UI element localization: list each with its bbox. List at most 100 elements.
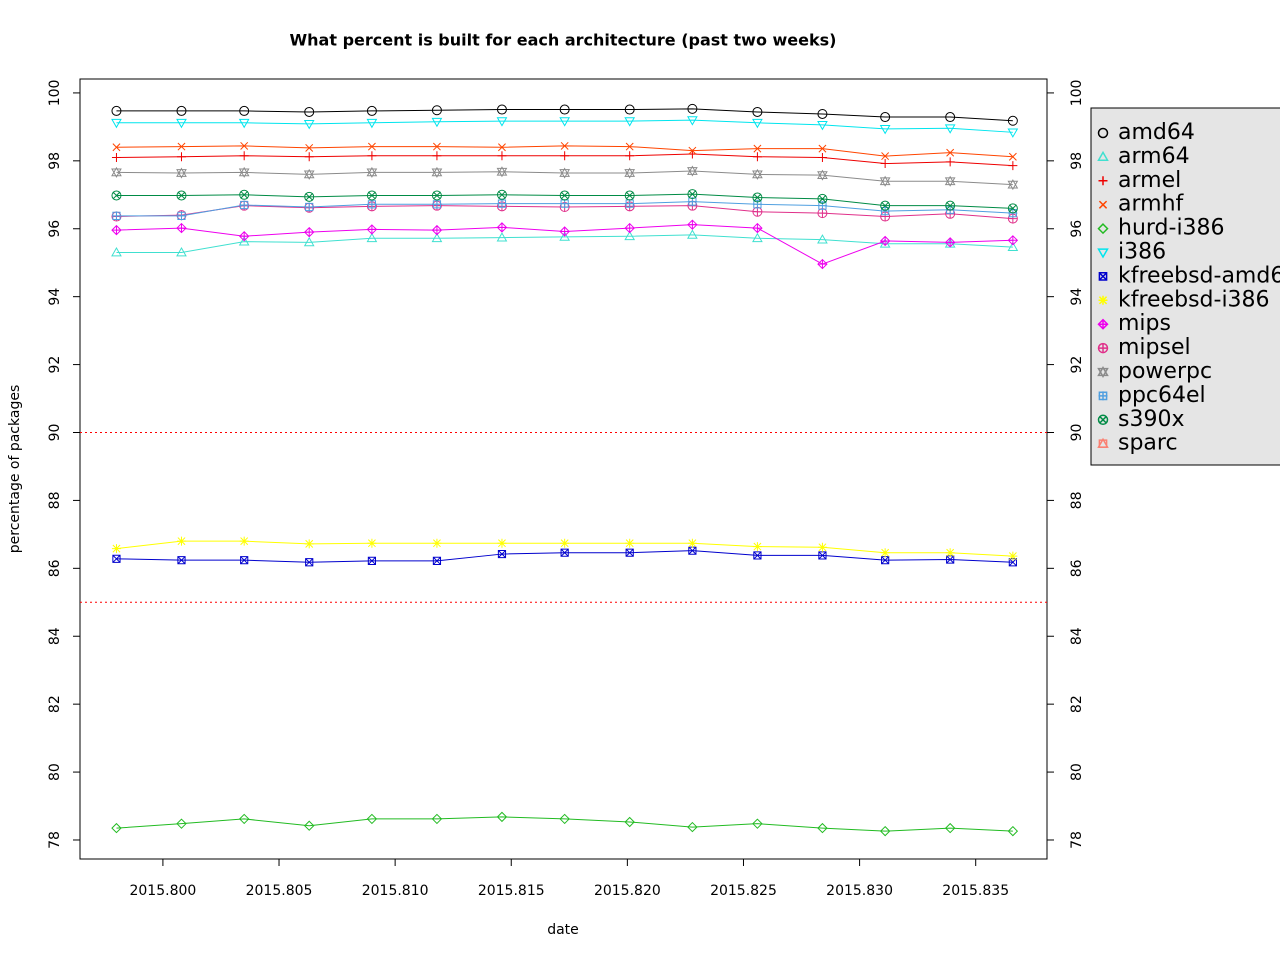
data-point	[431, 117, 443, 128]
legend-label: powerpc	[1118, 359, 1212, 384]
legend-marker	[1098, 391, 1108, 401]
data-point	[753, 144, 762, 153]
data-point	[752, 106, 763, 117]
data-point	[624, 230, 636, 241]
x-tick-label: 2015.835	[942, 883, 1009, 899]
y2-tick-label: 78	[1069, 831, 1085, 849]
data-point	[624, 117, 636, 127]
data-point	[304, 820, 315, 831]
data-point	[817, 152, 827, 162]
series-line	[116, 108, 1013, 122]
data-point	[752, 199, 762, 209]
legend-label: ppc64el	[1118, 383, 1206, 408]
data-point	[880, 159, 890, 169]
y-tick-label: 90	[47, 424, 63, 442]
legend-marker	[1098, 200, 1108, 209]
data-point	[624, 167, 636, 179]
data-point	[817, 234, 828, 244]
data-point	[496, 166, 508, 178]
data-point	[944, 822, 956, 834]
legend-label: mipsel	[1118, 335, 1191, 360]
legend-box	[1090, 107, 1280, 466]
data-point	[753, 551, 762, 560]
legend-marker	[1097, 342, 1109, 354]
data-point	[1008, 161, 1018, 171]
data-point	[497, 538, 507, 548]
data-point	[1007, 241, 1019, 251]
data-point	[879, 825, 891, 837]
data-point	[497, 549, 507, 559]
data-point	[176, 167, 187, 179]
y-tick-label: 96	[47, 220, 63, 238]
data-point	[238, 118, 250, 129]
data-point	[880, 206, 890, 216]
data-point	[752, 152, 762, 162]
x-axis-label: date	[547, 922, 579, 938]
data-point	[238, 236, 250, 246]
data-point	[303, 236, 315, 247]
data-point	[176, 118, 187, 129]
data-point	[431, 105, 442, 116]
y-tick-label: 98	[47, 152, 63, 170]
data-point	[945, 200, 956, 211]
series-line	[116, 119, 1013, 133]
y2-tick-label: 100	[1069, 80, 1085, 107]
data-point	[496, 117, 508, 127]
data-point	[111, 247, 122, 257]
legend-marker	[1097, 248, 1109, 259]
data-point	[687, 219, 698, 230]
data-point	[688, 546, 697, 555]
y2-tick-label: 98	[1069, 152, 1085, 170]
y-tick-label: 78	[47, 831, 63, 849]
legend-label: armhf	[1118, 192, 1185, 217]
data-point	[111, 152, 121, 162]
data-point	[944, 237, 956, 248]
data-point	[304, 539, 314, 549]
legend-marker	[1097, 365, 1109, 379]
data-point	[366, 118, 378, 129]
y-tick-label: 80	[47, 763, 63, 781]
series-line	[116, 170, 1013, 186]
legend-marker	[1097, 414, 1109, 426]
data-point	[176, 818, 187, 829]
data-point	[111, 118, 122, 129]
data-point	[304, 191, 315, 202]
x-tick-label: 2015.810	[362, 883, 429, 899]
data-point	[1007, 115, 1018, 126]
y-tick-label: 86	[47, 559, 63, 577]
data-point	[560, 151, 570, 161]
data-point	[559, 226, 570, 237]
data-point	[305, 143, 314, 152]
y-tick-label: 82	[47, 695, 63, 713]
legend-label: kfreebsd-amd64	[1118, 263, 1280, 288]
data-point	[881, 152, 890, 161]
data-point	[431, 813, 443, 825]
data-point	[176, 152, 186, 162]
data-point	[625, 151, 635, 161]
data-point	[1008, 152, 1017, 161]
data-point	[817, 120, 828, 131]
data-point	[111, 544, 121, 554]
data-point	[687, 103, 698, 114]
data-point	[366, 224, 378, 235]
data-point	[560, 538, 570, 548]
data-point	[687, 229, 698, 239]
y-tick-label: 88	[47, 491, 63, 509]
data-point	[687, 189, 698, 200]
data-point	[177, 142, 186, 151]
y2-tick-label: 86	[1069, 559, 1085, 577]
data-point	[945, 112, 956, 123]
legend-label: armel	[1118, 168, 1181, 193]
data-point	[239, 189, 250, 200]
x-tick-label: 2015.800	[129, 883, 196, 899]
data-point	[366, 166, 378, 178]
chart-title: What percent is built for each architect…	[290, 31, 837, 50]
data-point	[818, 144, 827, 153]
legend-marker	[1097, 318, 1109, 330]
data-point	[431, 166, 443, 178]
data-point	[752, 542, 762, 552]
data-point	[367, 556, 377, 565]
data-point	[752, 168, 763, 180]
data-point	[432, 556, 442, 565]
